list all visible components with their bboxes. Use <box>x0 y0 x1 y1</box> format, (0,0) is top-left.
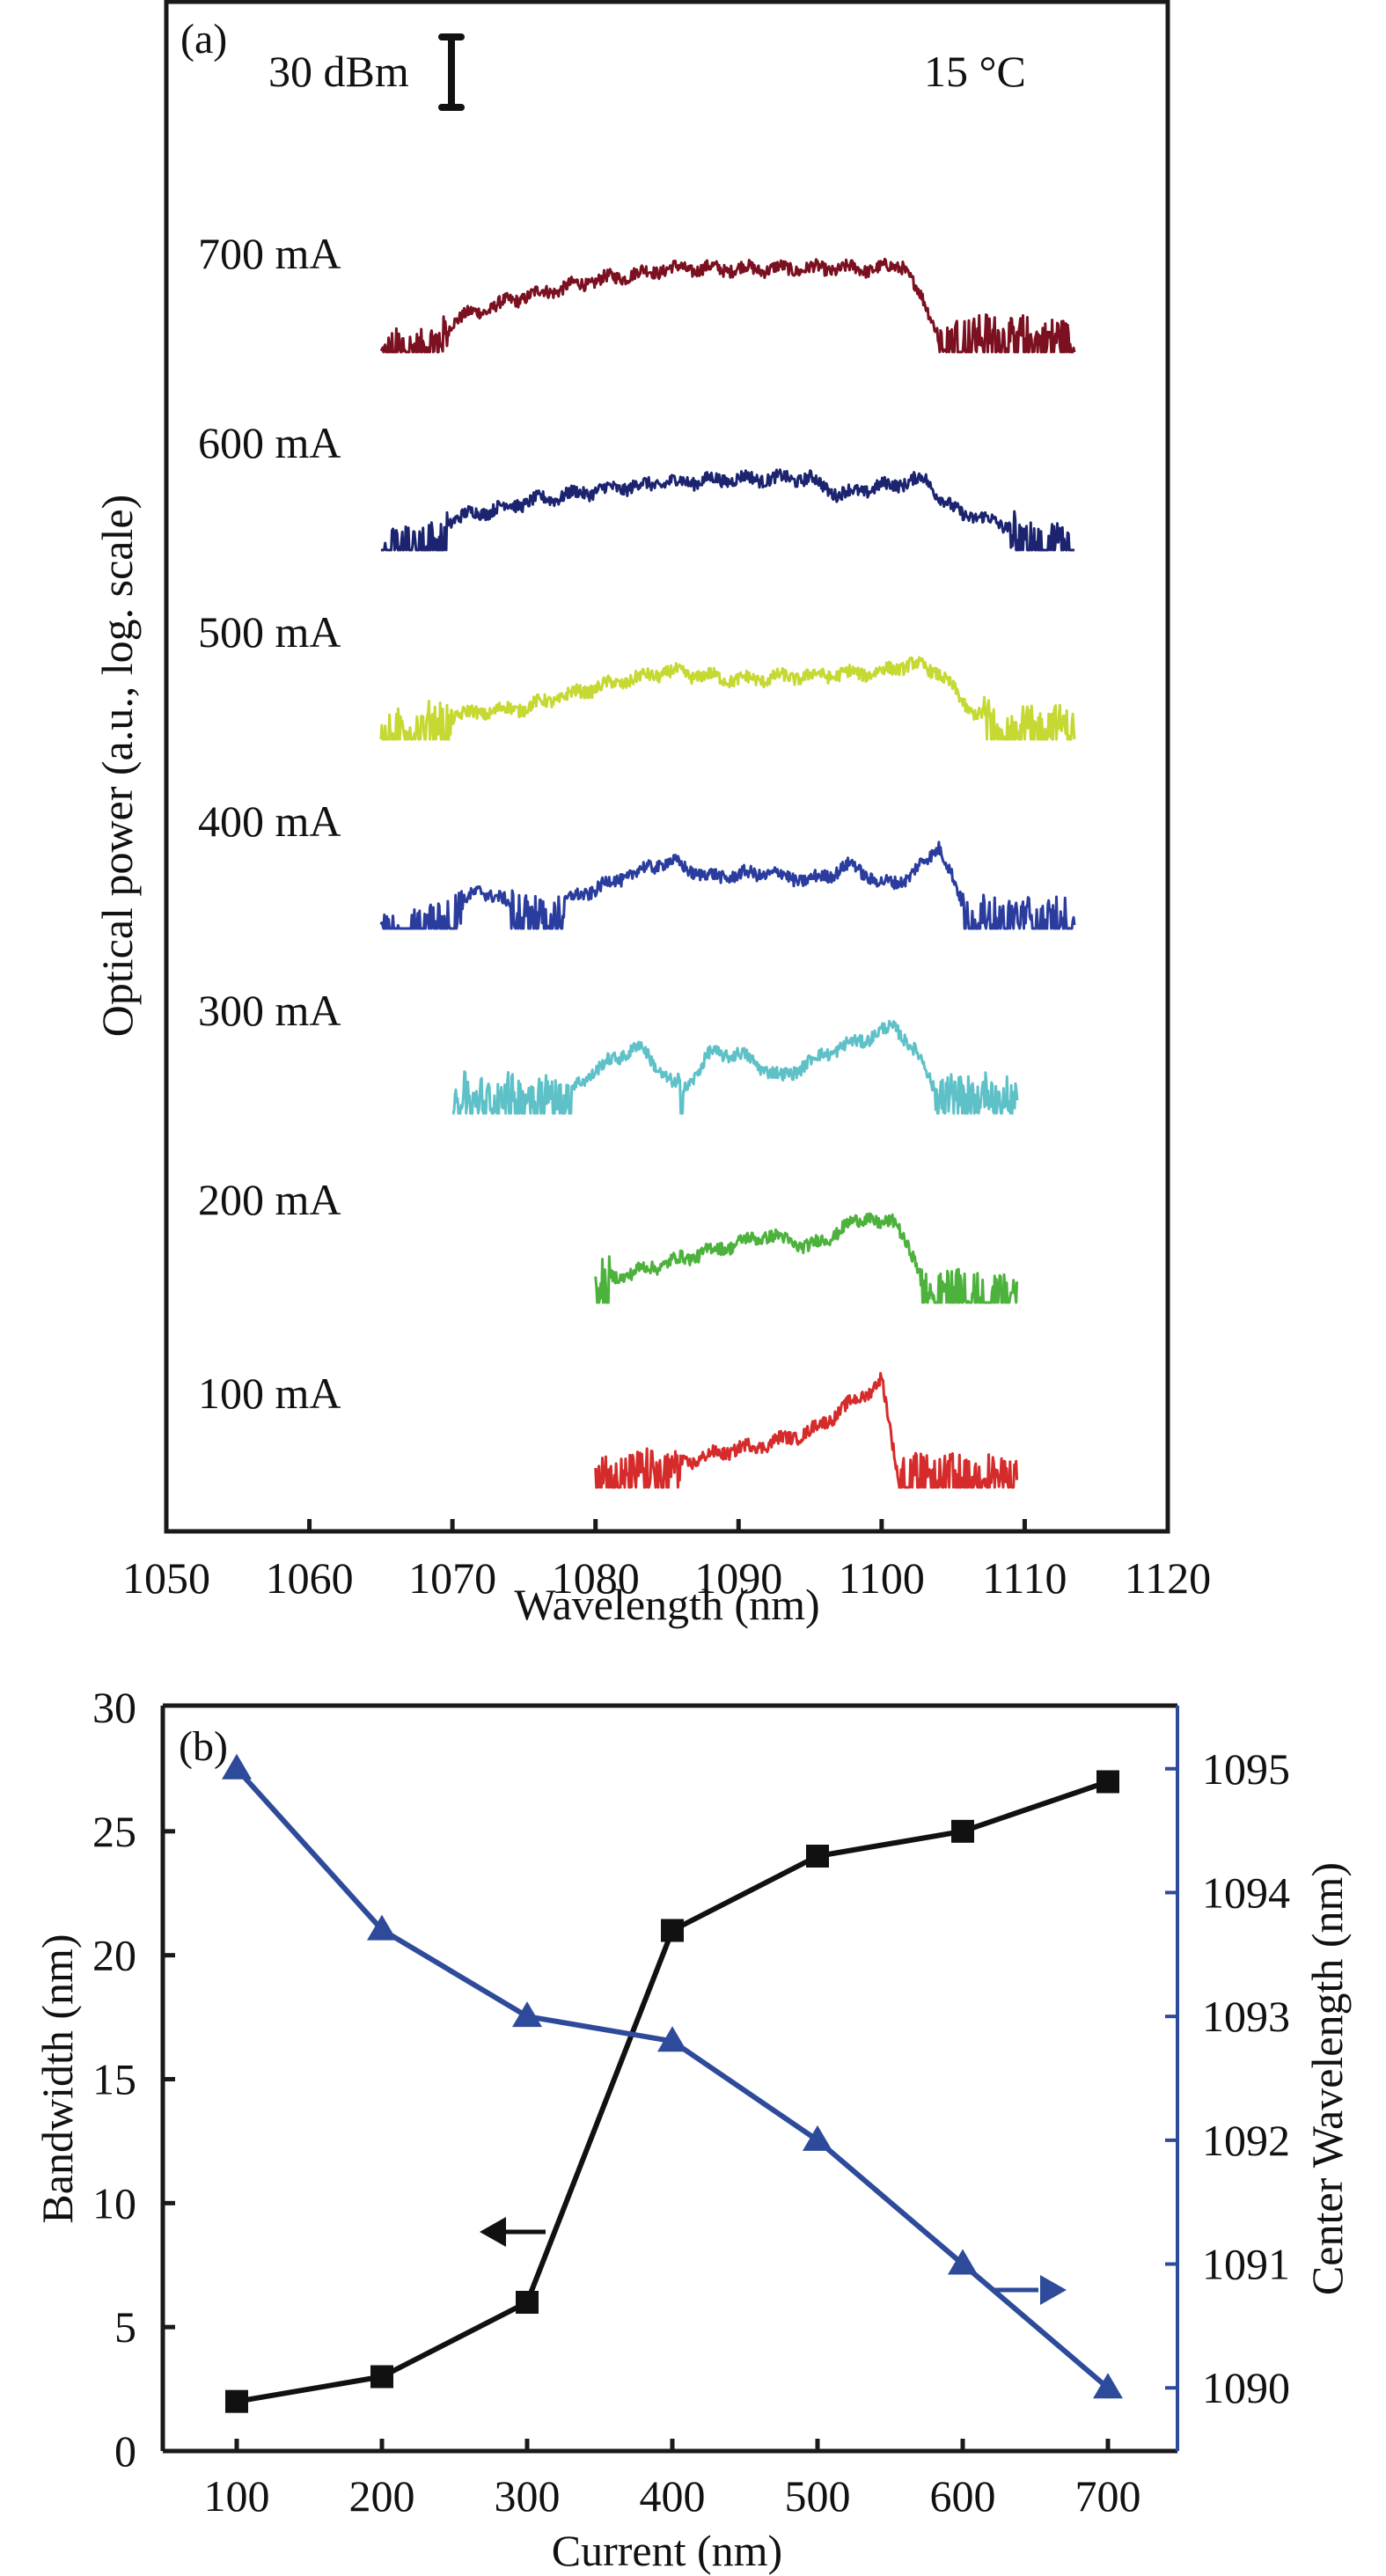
series-label: 700 mA <box>198 229 341 278</box>
x-axis-title-a: Wavelength (nm) <box>514 1580 819 1629</box>
series-label: 200 mA <box>198 1175 341 1224</box>
x-tick-label-a: 1090 <box>694 1553 782 1603</box>
series-label: 600 mA <box>198 418 341 467</box>
y-tick-label-b-left: 25 <box>92 1807 136 1856</box>
temperature-label: 15 °C <box>924 47 1026 96</box>
x-tick-label-a: 1110 <box>982 1553 1067 1603</box>
spectrum-trace <box>594 1371 1019 1489</box>
center-wavelength-point <box>948 2249 978 2275</box>
y-tick-label-b-left: 30 <box>92 1683 136 1732</box>
y-tick-label-b-left: 15 <box>92 2055 136 2104</box>
x-tick-label-b: 100 <box>204 2471 270 2521</box>
center-wavelength-point <box>222 1753 252 1780</box>
center-wavelength-point <box>803 2125 832 2151</box>
arrow-right-icon <box>993 2275 1067 2305</box>
x-tick-label-a: 1080 <box>552 1553 640 1603</box>
y-tick-label-b-right: 1092 <box>1202 2116 1290 2165</box>
center-wavelength-point <box>512 2001 542 2028</box>
x-tick-label-b: 600 <box>930 2471 996 2521</box>
series-label: 400 mA <box>198 796 341 846</box>
y-tick-label-b-right: 1091 <box>1202 2240 1290 2289</box>
y-tick-label-b-left: 20 <box>92 1931 136 1980</box>
bandwidth-point <box>516 2291 539 2314</box>
x-tick-label-a: 1100 <box>839 1553 925 1603</box>
x-tick-label-b: 200 <box>349 2471 415 2521</box>
y-axis-title-b-left: Bandwidth (nm) <box>33 1934 82 2223</box>
x-tick-label-a: 1070 <box>408 1553 496 1603</box>
x-tick-label-a: 1050 <box>122 1553 210 1603</box>
center-wavelength-line <box>234 1766 1110 2390</box>
bandwidth-line <box>236 1779 1109 2404</box>
x-tick-label-a: 1120 <box>1125 1553 1211 1603</box>
y-tick-label-b-right: 1094 <box>1202 1868 1290 1917</box>
bandwidth-point <box>370 2365 393 2389</box>
y-tick-label-b-right: 1093 <box>1202 1992 1290 2041</box>
panel-b-label: (b) <box>179 1723 228 1770</box>
center-wavelength-point <box>1093 2373 1123 2399</box>
x-axis-title-b: Current (nm) <box>552 2526 782 2575</box>
spectrum-trace <box>451 1019 1019 1115</box>
bandwidth-point <box>1096 1770 1119 1794</box>
spectrum-trace <box>594 1212 1019 1304</box>
y-tick-label-b-left: 5 <box>114 2302 136 2352</box>
panel-a-label: (a) <box>180 16 227 62</box>
spectrum-trace <box>379 840 1076 930</box>
bandwidth-point <box>225 2389 248 2413</box>
panel-b-bandwidth: (b) 100 200 300 400 500 600 700 0 5 10 15 20 25 30 109… <box>33 1683 1352 2575</box>
x-tick-label-b: 400 <box>640 2471 706 2521</box>
y-tick-label-b-left: 10 <box>92 2178 136 2227</box>
spectrum-trace <box>379 257 1076 354</box>
x-tick-label-a: 1060 <box>266 1553 354 1603</box>
panel-a-frame <box>164 0 1170 1534</box>
panel-a-spectra: (a) 30 dBm 15 °C 700 mA 600 mA 500 mA 400 m… <box>92 0 1211 1629</box>
center-wavelength-point <box>367 1914 397 1941</box>
series-label: 300 mA <box>198 986 341 1035</box>
center-wavelength-point <box>657 2026 687 2052</box>
series-label: 500 mA <box>198 607 341 657</box>
bandwidth-point <box>806 1845 829 1868</box>
y-tick-label-b-right: 1095 <box>1202 1744 1290 1794</box>
scale-bar-label: 30 dBm <box>268 47 409 96</box>
spectrum-trace <box>380 468 1075 552</box>
bandwidth-point <box>661 1919 684 1942</box>
x-tick-label-b: 500 <box>785 2471 851 2521</box>
x-tick-label-b: 700 <box>1075 2471 1141 2521</box>
y-tick-label-b-left: 0 <box>114 2426 136 2476</box>
y-tick-label-b-right: 1090 <box>1202 2363 1290 2412</box>
series-label: 100 mA <box>198 1369 341 1418</box>
y-axis-title-b-right: Center Wavelength (nm) <box>1302 1862 1352 2295</box>
y-axis-title-a: Optical power (a.u., log. scale) <box>92 495 142 1037</box>
spectrum-trace <box>379 656 1076 741</box>
scale-bar-icon <box>438 33 465 111</box>
bandwidth-point <box>951 1819 974 1843</box>
arrow-left-icon <box>480 2217 546 2247</box>
x-tick-label-b: 300 <box>495 2471 561 2521</box>
